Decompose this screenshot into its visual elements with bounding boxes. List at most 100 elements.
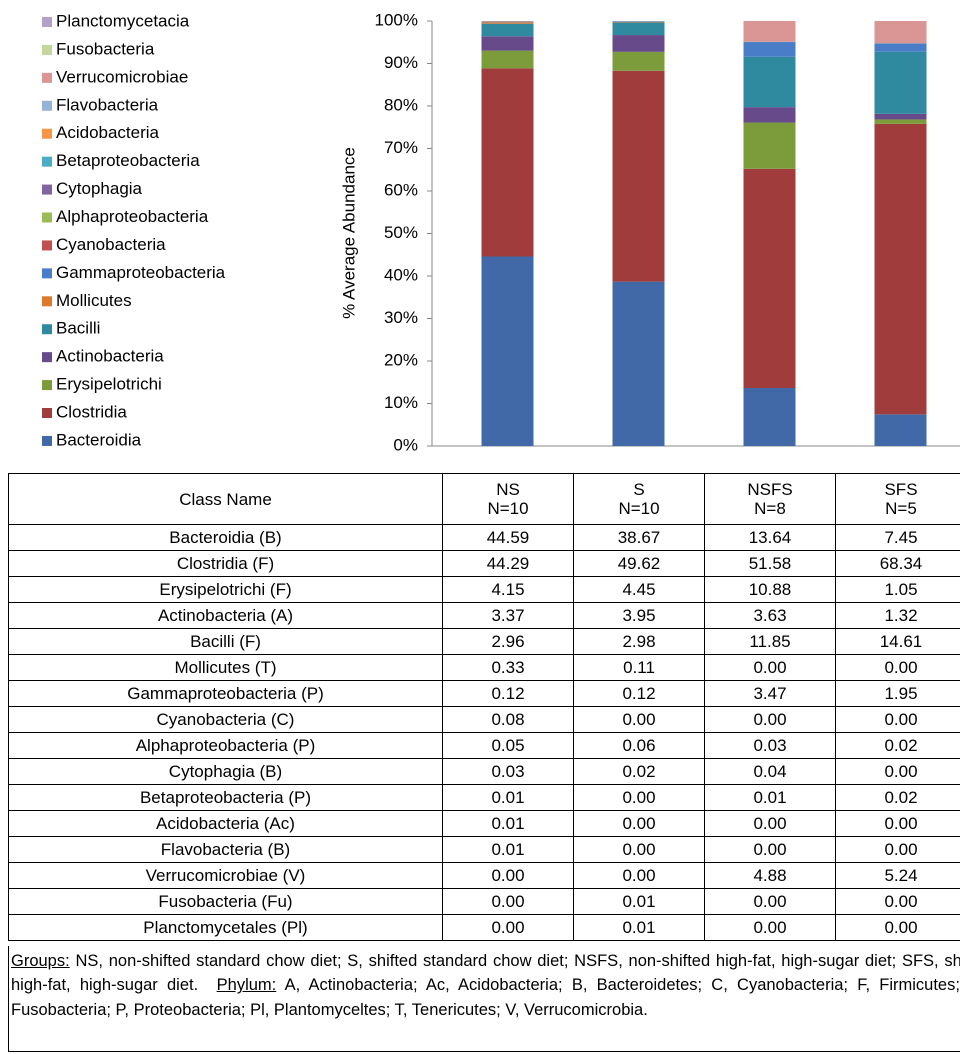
value-cell: 4.15 <box>442 576 574 603</box>
value-cell: 0.00 <box>835 810 960 837</box>
value-cell: 0.00 <box>835 654 960 681</box>
value-cell: 0.00 <box>704 914 836 941</box>
value-cell: 0.01 <box>442 784 574 811</box>
value-cell: 3.95 <box>573 602 705 629</box>
value-cell: 2.96 <box>442 628 574 655</box>
table-row: Actinobacteria (A) 3.37 3.95 3.63 1.32 <box>8 602 960 629</box>
value-cell: 0.00 <box>573 810 705 837</box>
bar-segment <box>743 107 796 123</box>
footnote-text: A, Actinobacteria; Ac, Acidobacteria; B,… <box>11 976 960 1019</box>
y-tick-label: 90% <box>384 53 418 72</box>
y-tick-label: 10% <box>384 393 418 412</box>
bar-segment <box>743 20 796 42</box>
value-cell: 4.45 <box>573 576 705 603</box>
legend-label: Mollicutes <box>56 291 132 310</box>
row-name: Flavobacteria (B) <box>8 836 443 863</box>
bar-segment <box>612 35 665 52</box>
value-cell: 68.34 <box>835 550 960 577</box>
row-name: Alphaproteobacteria (P) <box>8 732 443 759</box>
chart: % Average Abundance 0% 10% 20% 30% 40% 50% 60%… <box>42 10 960 454</box>
legend-label: Gammaproteobacteria <box>56 263 226 282</box>
y-tick-label: 50% <box>384 223 418 242</box>
value-cell: 0.00 <box>704 810 836 837</box>
group-size: N=8 <box>754 499 786 518</box>
row-name: Planctomycetales (Pl) <box>8 914 443 941</box>
value-cell: 51.58 <box>704 550 836 577</box>
value-cell: 49.62 <box>573 550 705 577</box>
value-cell: 0.00 <box>835 836 960 863</box>
row-name: Cyanobacteria (C) <box>8 706 443 733</box>
legend-label: Clostridia <box>56 403 127 422</box>
legend-label: Flavobacteria <box>56 95 159 114</box>
legend-swatch <box>42 240 52 251</box>
y-tick-label: 40% <box>384 265 418 284</box>
row-name: Bacteroidia (B) <box>8 524 443 551</box>
legend-swatch <box>42 324 52 335</box>
value-cell: 0.12 <box>573 680 705 707</box>
value-cell: 1.32 <box>835 602 960 629</box>
legend-label: Planctomycetacia <box>56 11 190 30</box>
group-name: NS <box>496 480 520 499</box>
value-cell: 14.61 <box>835 628 960 655</box>
value-cell: 0.02 <box>835 784 960 811</box>
legend-label: Fusobacteria <box>56 39 155 58</box>
header-cell: NSFS N=8 <box>704 473 836 525</box>
legend-swatch <box>42 212 52 223</box>
value-cell: 0.01 <box>442 810 574 837</box>
value-cell: 0.06 <box>573 732 705 759</box>
value-cell: 0.00 <box>835 914 960 941</box>
table-row: Cyanobacteria (C) 0.08 0.00 0.00 0.00 <box>8 706 960 733</box>
table-row: Alphaproteobacteria (P) 0.05 0.06 0.03 0.02 <box>8 732 960 759</box>
bar-segment <box>612 281 665 446</box>
row-name: Actinobacteria (A) <box>8 602 443 629</box>
value-cell: 0.11 <box>573 654 705 681</box>
row-name: Mollicutes (T) <box>8 654 443 681</box>
table-row: Cytophagia (B) 0.03 0.02 0.04 0.00 <box>8 758 960 785</box>
group-size: N=5 <box>885 499 917 518</box>
group-name: NSFS <box>747 480 793 499</box>
bar-segment <box>874 414 927 446</box>
legend-label: Cyanobacteria <box>56 235 166 254</box>
value-cell: 44.59 <box>442 524 574 551</box>
value-cell: 0.03 <box>442 758 574 785</box>
legend-label: Verrucomicrobiae <box>56 67 188 86</box>
bar-segment <box>481 50 534 69</box>
legend-label: Cytophagia <box>56 179 143 198</box>
row-name: Gammaproteobacteria (P) <box>8 680 443 707</box>
value-cell: 0.00 <box>704 706 836 733</box>
table-row: Bacteroidia (B) 44.59 38.67 13.64 7.45 <box>8 524 960 551</box>
value-cell: 0.12 <box>442 680 574 707</box>
footnote-label: Groups: <box>11 952 70 970</box>
value-cell: 0.01 <box>442 836 574 863</box>
row-name: Clostridia (F) <box>8 550 443 577</box>
header-cell: Class Name <box>8 473 443 525</box>
bar-segment <box>874 43 927 52</box>
bar-segment <box>481 21 534 23</box>
bar-segment <box>481 23 534 37</box>
value-cell: 1.95 <box>835 680 960 707</box>
legend-label: Actinobacteria <box>56 347 164 366</box>
table-row: Betaproteobacteria (P) 0.01 0.00 0.01 0.02 <box>8 784 960 811</box>
group-name: SFS <box>884 480 918 499</box>
value-cell: 0.00 <box>835 888 960 915</box>
y-tick-label: 0% <box>393 435 418 454</box>
value-cell: 1.05 <box>835 576 960 603</box>
value-cell: 0.00 <box>573 836 705 863</box>
legend-label: Bacilli <box>56 319 100 338</box>
bar-segment <box>874 51 927 114</box>
row-name: Acidobacteria (Ac) <box>8 810 443 837</box>
footnote-text: NS, non-shifted standard chow diet; S, s… <box>11 952 960 995</box>
table-row: Acidobacteria (Ac) 0.01 0.00 0.00 0.00 <box>8 810 960 837</box>
value-cell: 44.29 <box>442 550 574 577</box>
value-cell: 0.00 <box>573 862 705 889</box>
table-row: Mollicutes (T) 0.33 0.11 0.00 0.00 <box>8 654 960 681</box>
value-cell: 10.88 <box>704 576 836 603</box>
bar-segment <box>481 68 534 257</box>
value-cell: 0.00 <box>573 784 705 811</box>
bar-segment <box>612 22 665 36</box>
legend-label: Bacteroidia <box>56 430 142 449</box>
value-cell: 0.00 <box>835 758 960 785</box>
value-cell: 4.88 <box>704 862 836 889</box>
header-row: Class Name NS N=10 S N=10 NSFS N=8 SFS N=5 <box>8 473 960 525</box>
value-cell: 38.67 <box>573 524 705 551</box>
